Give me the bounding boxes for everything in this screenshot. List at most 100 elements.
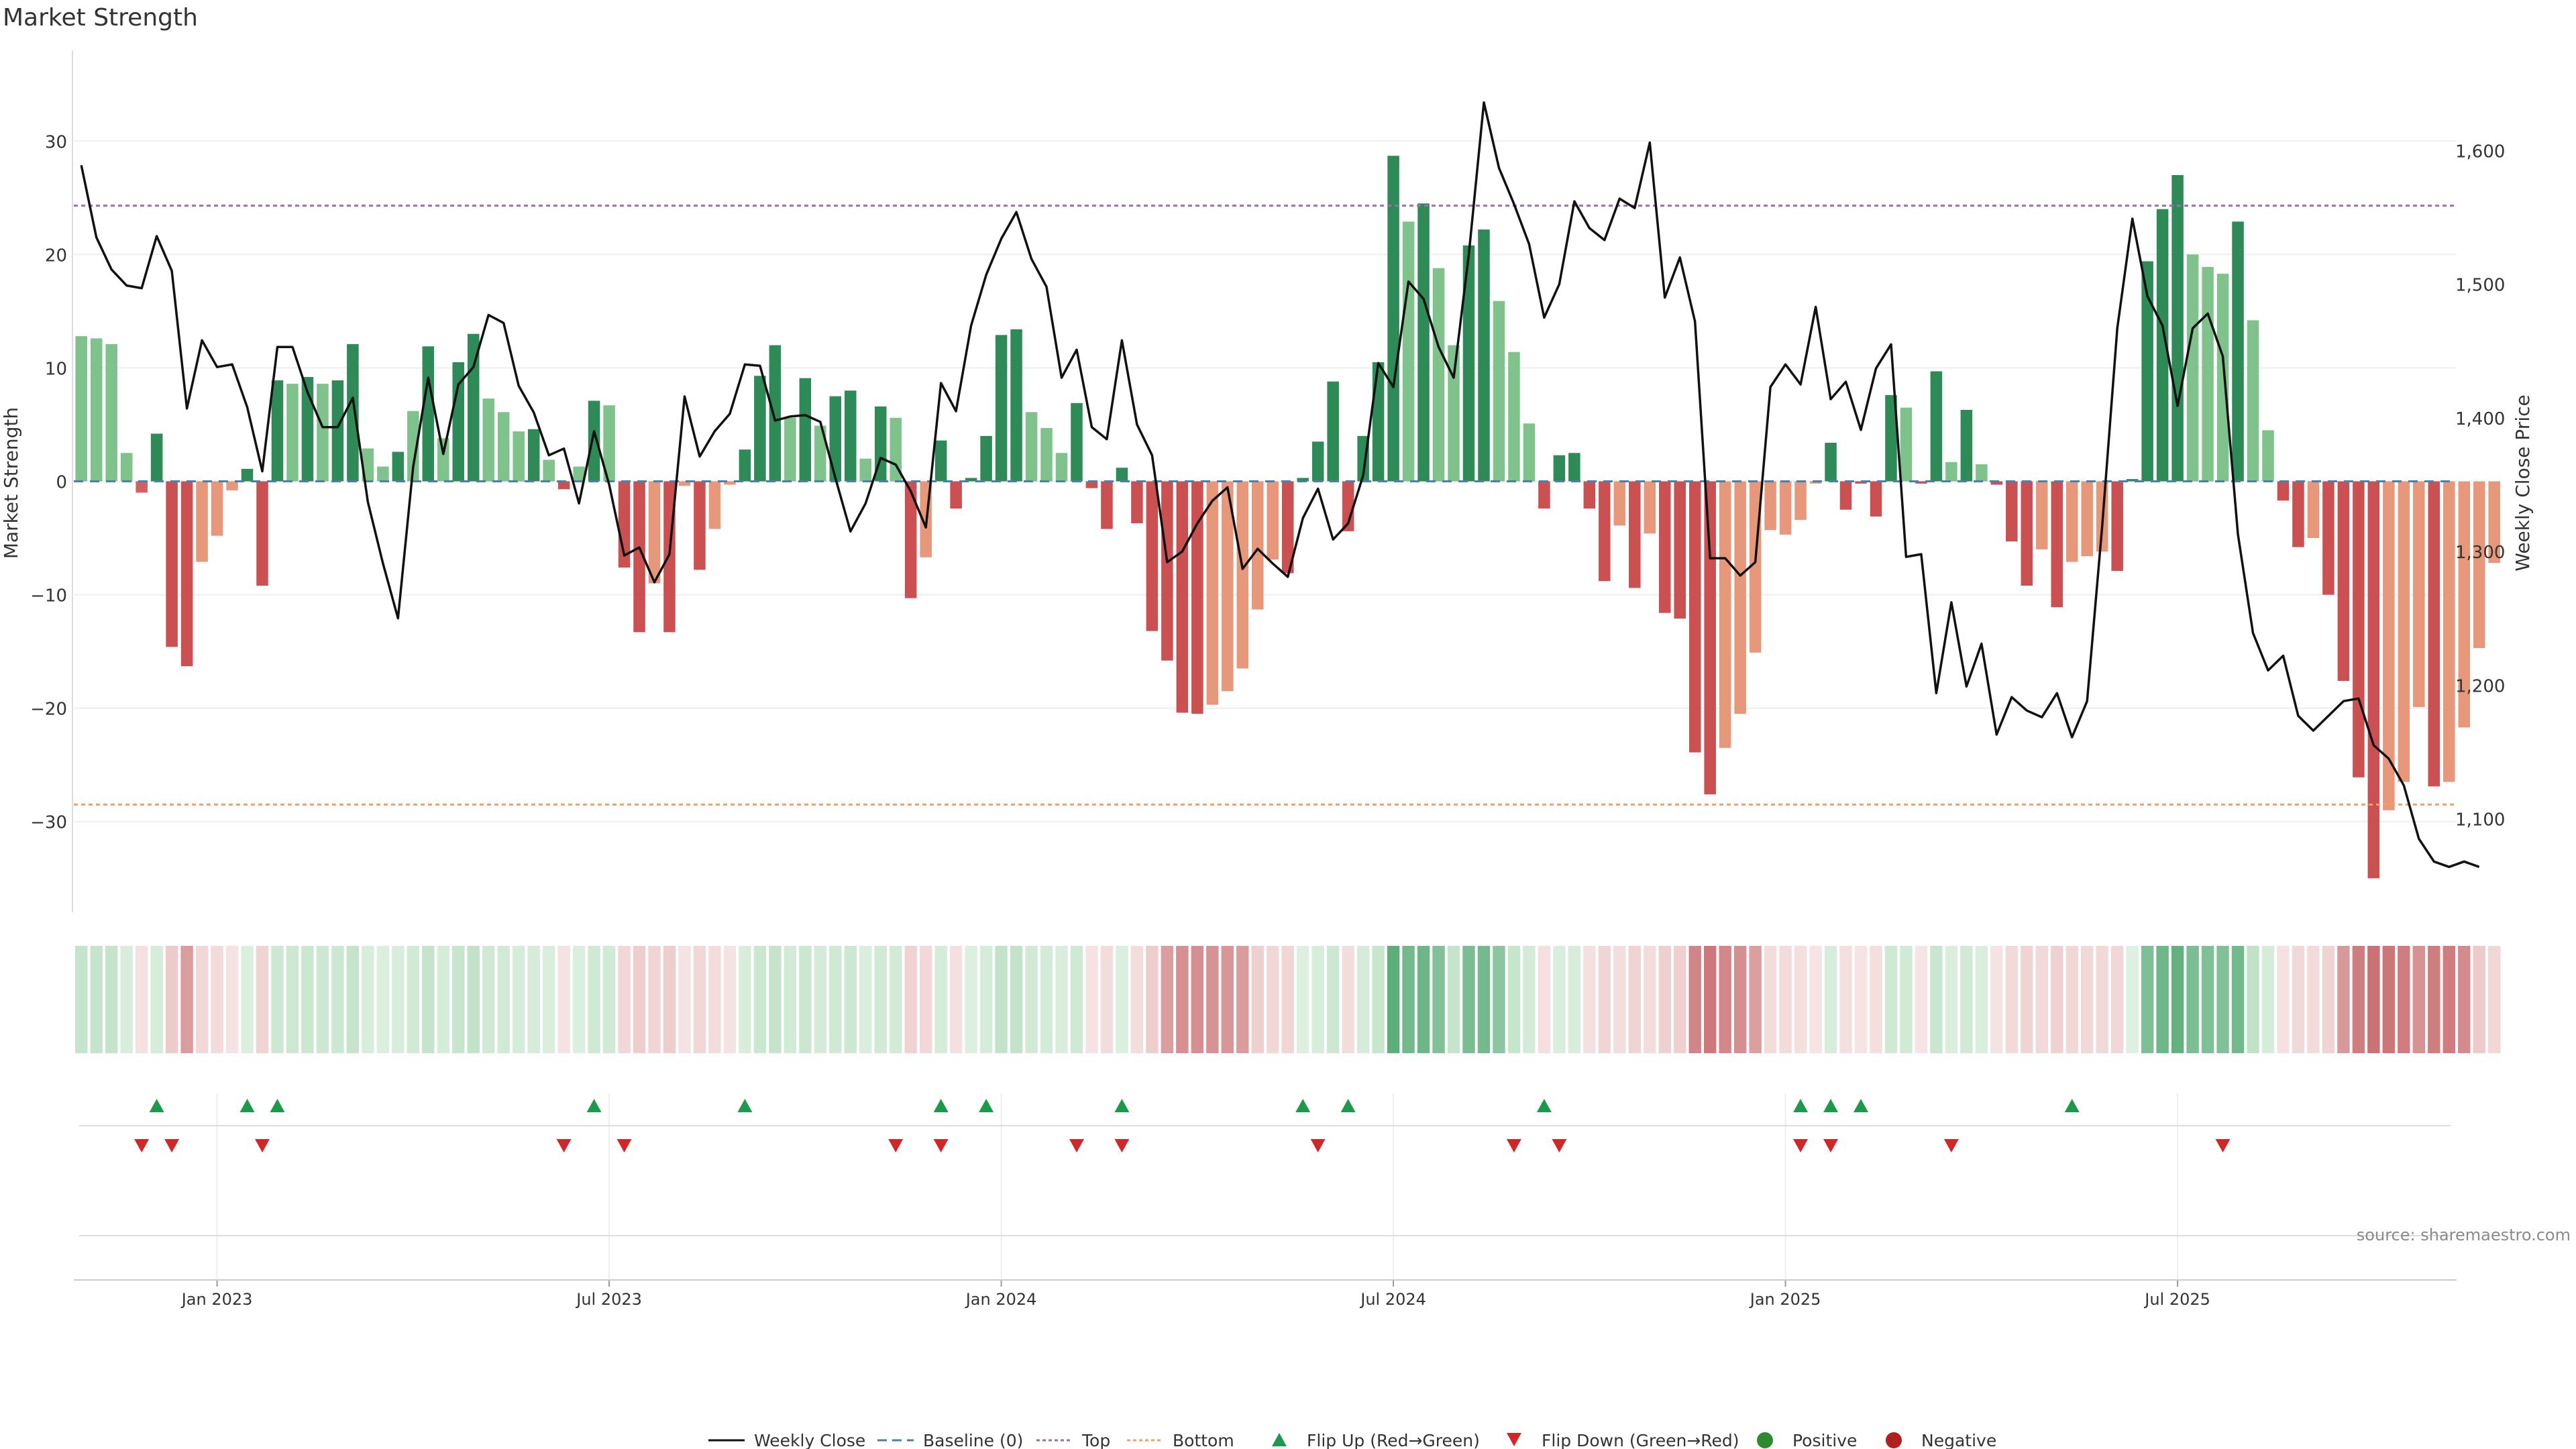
heat-cell <box>1839 946 1852 1053</box>
flip-down-marker <box>134 1139 150 1152</box>
y2-tick-label: 1,300 <box>2455 543 2505 563</box>
heat-cell <box>225 946 239 1053</box>
legend-label: Weekly Close <box>754 1431 865 1449</box>
strength-bar <box>1222 481 1234 692</box>
strength-bar <box>2247 320 2259 482</box>
y-axis-title-right: Weekly Close Price <box>2512 394 2534 571</box>
strength-bar <box>1674 481 1686 619</box>
strength-heat-strip <box>75 946 2501 1053</box>
strength-bar <box>1523 423 1536 482</box>
x-tick-label: Jan 2023 <box>180 1290 253 1309</box>
heat-cell <box>1251 946 1264 1053</box>
strength-bar <box>1900 407 1913 482</box>
heat-cell <box>527 946 540 1053</box>
strength-bar <box>829 396 842 482</box>
heat-cell <box>1326 946 1340 1053</box>
flip-down-marker <box>2215 1139 2231 1152</box>
flip-up-marker <box>1114 1099 1130 1112</box>
strength-bar <box>2322 481 2334 595</box>
heat-cell <box>1900 946 1913 1053</box>
heat-cell <box>2231 946 2245 1053</box>
heat-cell <box>753 946 767 1053</box>
heat-cell <box>1342 946 1354 1053</box>
y-tick-label: −10 <box>30 586 67 606</box>
legend-label: Flip Down (Green→Red) <box>1542 1431 1739 1449</box>
heat-cell <box>2171 946 2184 1053</box>
heat-cell <box>1100 946 1114 1053</box>
strength-bar <box>633 481 645 633</box>
strength-bar <box>196 481 208 562</box>
heat-cell <box>1733 946 1747 1053</box>
strength-bar <box>2141 261 2153 482</box>
strength-bar <box>497 412 510 482</box>
y-tick-label: 0 <box>56 473 67 493</box>
strength-bar <box>739 449 751 482</box>
source-note: source: sharemaestro.com <box>2357 1226 2571 1244</box>
flip-down-marker <box>933 1139 949 1152</box>
legend-item: Bottom <box>1127 1431 1234 1449</box>
strength-bar <box>1976 464 1988 482</box>
strength-bar <box>1432 268 1445 482</box>
heat-cell <box>1538 946 1551 1053</box>
strength-bar <box>2383 481 2395 810</box>
heat-cell <box>2110 946 2124 1053</box>
heat-cell <box>1583 946 1596 1053</box>
strength-bar <box>1764 481 1776 531</box>
heat-cell <box>769 946 782 1053</box>
strength-bar <box>286 384 299 482</box>
strength-bar <box>1191 481 1203 714</box>
heat-cell <box>1040 946 1053 1053</box>
y2-tick-label: 1,400 <box>2455 409 2505 429</box>
strength-bar <box>301 376 314 482</box>
legend-swatch <box>1272 1433 1287 1446</box>
flip-down-marker <box>616 1139 632 1152</box>
heat-cell <box>75 946 88 1053</box>
grid-lines <box>74 140 2457 1281</box>
heat-cell <box>2216 946 2229 1053</box>
legend-swatch <box>1507 1433 1521 1446</box>
heat-cell <box>2292 946 2305 1053</box>
heat-cell <box>2382 946 2396 1053</box>
strength-bar <box>437 438 449 482</box>
strength-bar <box>331 380 344 482</box>
heat-cell <box>2352 946 2365 1053</box>
heat-cell <box>1824 946 1837 1053</box>
strength-bar <box>1644 481 1656 534</box>
x-tick-label: Jul 2023 <box>575 1290 642 1309</box>
heat-cell <box>1206 946 1219 1053</box>
strength-bar <box>1719 481 1731 748</box>
legend-item: Flip Up (Red→Green) <box>1272 1431 1480 1449</box>
heat-cell <box>256 946 269 1053</box>
heat-cell <box>2201 946 2214 1053</box>
heat-cell <box>1507 946 1521 1053</box>
legend-swatch <box>1886 1432 1902 1448</box>
strength-bar <box>2458 481 2471 728</box>
heat-cell <box>346 946 360 1053</box>
strength-bar <box>2353 481 2365 777</box>
strength-bar <box>1402 221 1415 482</box>
flip-down-marker <box>556 1139 572 1152</box>
strength-bar <box>1055 453 1068 482</box>
reference-lines <box>74 205 2457 806</box>
strength-bar <box>347 343 359 482</box>
heat-cell <box>1764 946 1777 1053</box>
heat-cell <box>1809 946 1822 1053</box>
strength-bar <box>1040 428 1053 482</box>
y-tick-label: −20 <box>30 700 67 720</box>
heat-cell <box>904 946 917 1053</box>
strength-bar <box>648 481 661 584</box>
heat-cell <box>2398 946 2410 1053</box>
heat-cell <box>965 946 977 1053</box>
strength-bar <box>2021 481 2033 586</box>
heat-cell <box>2443 946 2455 1053</box>
strength-bar <box>1688 481 1701 753</box>
legend-item: Negative <box>1886 1431 1996 1449</box>
heat-cell <box>1402 946 1415 1053</box>
heat-cell <box>422 946 435 1053</box>
heat-cell <box>482 946 495 1053</box>
heat-cell <box>1447 946 1460 1053</box>
strength-bar <box>1930 371 1943 482</box>
legend-label: Negative <box>1921 1431 1996 1449</box>
strength-bar <box>362 448 374 482</box>
heat-cell <box>1221 946 1234 1053</box>
